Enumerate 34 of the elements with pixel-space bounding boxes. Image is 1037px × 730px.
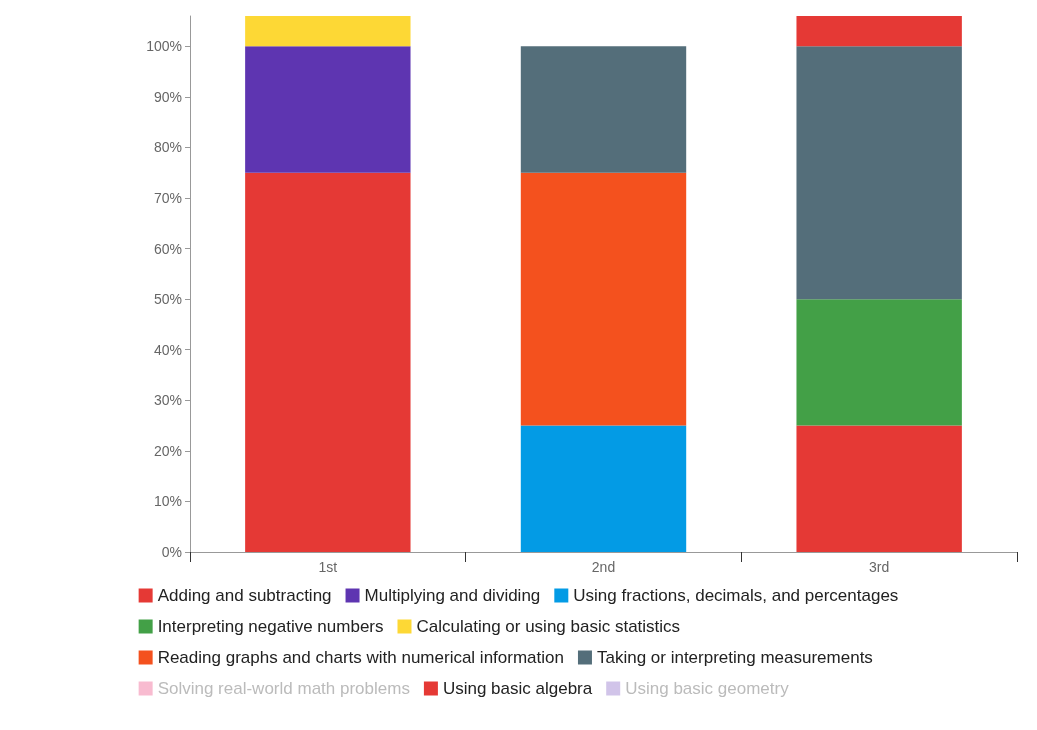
bar (520, 425, 687, 552)
legend-label: Interpreting negative numbers (157, 617, 384, 636)
y-tick-label: 70% (153, 190, 182, 207)
legend-label: Solving real-world math problems (157, 679, 410, 698)
y-tick-label: 10% (153, 493, 182, 510)
legend-label: Adding and subtracting (157, 586, 332, 605)
y-tick-label: 80% (153, 139, 182, 156)
legend-label: Using basic algebra (442, 679, 593, 698)
legend-label: Multiplying and dividing (364, 586, 541, 605)
y-tick-label: 40% (153, 341, 182, 358)
x-tick-label: 3rd (869, 559, 890, 575)
bar (796, 46, 962, 300)
y-tick-label: 50% (153, 291, 182, 308)
legend-label: Using basic geometry (625, 679, 790, 698)
x-tick-label: 2nd (591, 559, 616, 575)
bar (245, 16, 411, 47)
bar (520, 172, 687, 426)
legend-label: Using fractions, decimals, and percentages (573, 586, 899, 605)
legend-label: Calculating or using basic statistics (416, 617, 681, 636)
bar (796, 425, 962, 552)
bar (245, 46, 411, 173)
y-tick-label: 90% (153, 88, 182, 105)
y-tick-label: 30% (153, 392, 182, 409)
x-tick-label: 1st (318, 559, 338, 575)
y-tick-label: 0% (161, 544, 182, 560)
bar (520, 46, 687, 173)
bar (796, 16, 962, 47)
bar (245, 172, 411, 552)
y-tick-label: 100% (146, 38, 182, 55)
legend-label: Reading graphs and charts with numerical information (157, 648, 564, 667)
y-tick-label: 20% (153, 442, 182, 459)
bar (796, 299, 962, 426)
legend-label: Taking or interpreting measurements (596, 648, 873, 667)
y-tick-label: 60% (153, 240, 182, 257)
